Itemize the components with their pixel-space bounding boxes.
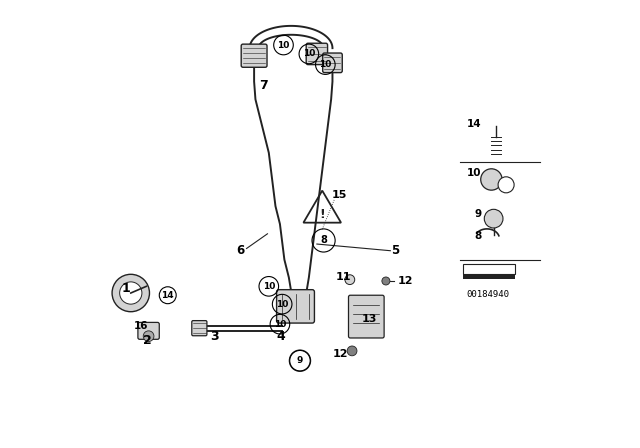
FancyBboxPatch shape [323, 53, 342, 73]
Text: 10: 10 [303, 49, 315, 58]
Text: 8: 8 [320, 236, 327, 246]
Text: 6: 6 [237, 244, 245, 257]
Text: 11: 11 [336, 272, 351, 282]
Text: 12: 12 [398, 276, 413, 286]
Text: 9: 9 [297, 356, 303, 365]
Text: 16: 16 [134, 321, 148, 332]
Circle shape [347, 346, 357, 356]
FancyBboxPatch shape [306, 43, 328, 65]
Text: !: ! [319, 208, 325, 221]
Circle shape [289, 350, 310, 371]
Text: 8: 8 [474, 232, 481, 241]
Text: 7: 7 [259, 78, 268, 91]
Text: 10: 10 [262, 282, 275, 291]
Circle shape [382, 277, 390, 285]
FancyBboxPatch shape [241, 44, 267, 67]
Circle shape [345, 275, 355, 284]
Text: 3: 3 [210, 330, 218, 343]
Polygon shape [463, 274, 515, 279]
Text: 4: 4 [277, 330, 285, 343]
Text: 10: 10 [467, 168, 481, 178]
Circle shape [120, 282, 142, 304]
Text: 15: 15 [332, 190, 347, 200]
Text: 14: 14 [467, 119, 481, 129]
Circle shape [484, 209, 503, 228]
Circle shape [481, 169, 502, 190]
FancyBboxPatch shape [276, 290, 314, 323]
Text: 5: 5 [390, 244, 399, 257]
Text: 2: 2 [143, 334, 152, 347]
Text: 13: 13 [362, 314, 378, 324]
Circle shape [112, 274, 150, 312]
FancyBboxPatch shape [349, 295, 384, 338]
Text: 14: 14 [161, 291, 174, 300]
Text: 10: 10 [277, 40, 290, 50]
Circle shape [143, 331, 154, 341]
Text: 10: 10 [274, 320, 286, 329]
Text: 1: 1 [121, 282, 130, 295]
Text: 12: 12 [332, 349, 348, 359]
FancyBboxPatch shape [192, 321, 207, 336]
Circle shape [498, 177, 514, 193]
FancyBboxPatch shape [138, 323, 159, 339]
Text: 9: 9 [474, 209, 481, 219]
Text: 10: 10 [276, 300, 289, 309]
FancyBboxPatch shape [463, 264, 515, 274]
Text: 00184940: 00184940 [467, 290, 510, 299]
Text: 10: 10 [319, 60, 332, 69]
